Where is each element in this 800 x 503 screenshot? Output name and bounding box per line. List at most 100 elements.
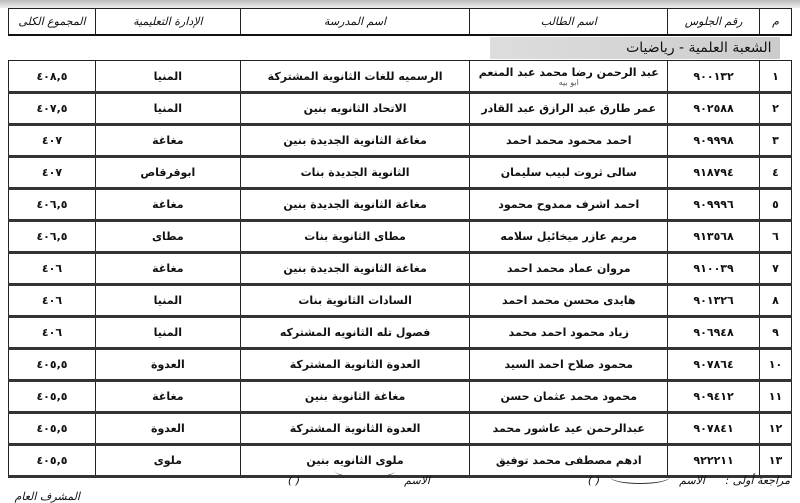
cell-m: ٦ xyxy=(759,220,792,254)
seat-text: ٩٢٢٢١١ xyxy=(693,454,734,467)
school-text: العدوة الثانوية المشتركة xyxy=(289,422,421,435)
cell-school: الثانوية الجديدة بنات xyxy=(239,156,471,190)
header-row: م رقم الجلوس اسم الطالب اسم المدرسة الإد… xyxy=(8,8,792,36)
table-row: ٣ ٩٠٩٩٩٨ احمد محمود محمد احمد مغاغة الثانوي… xyxy=(8,124,792,158)
cell-total: ٤٠٥,٥ xyxy=(8,348,96,382)
admin-text: مغاغة xyxy=(152,262,184,275)
admin-text: العدوة xyxy=(150,422,185,435)
name-text: ادهم مصطفى محمد توفيق xyxy=(495,454,642,467)
seat-text: ٩٠٧٨٦٤ xyxy=(693,358,734,371)
cell-seat: ٩٠٠١٣٢ xyxy=(667,60,761,94)
cell-school: فصول تله الثانويه المشتركه xyxy=(239,316,471,350)
cell-total: ٤٠٥,٥ xyxy=(8,444,96,478)
cell-total: ٤٠٦,٥ xyxy=(8,220,96,254)
table-row: ٥ ٩٠٩٩٩٦ احمد اشرف ممدوح محمود مغاغة الثانو… xyxy=(8,188,792,222)
cell-seat: ٩١٠٠٣٩ xyxy=(667,252,761,286)
cell-total: ٤٠٨,٥ xyxy=(8,60,96,94)
cell-m: ٧ xyxy=(759,252,792,286)
seat-text: ٩١٣٥٦٨ xyxy=(693,230,734,243)
header-seat: رقم الجلوس xyxy=(667,8,761,36)
header-name: اسم الطالب xyxy=(469,8,669,36)
cell-admin: مغاغة xyxy=(94,380,241,414)
name-line2: ابو بيه xyxy=(558,77,579,87)
cell-m: ١٢ xyxy=(759,412,792,446)
m-text: ٥ xyxy=(772,198,779,211)
total-text: ٤٠٥,٥ xyxy=(36,422,68,435)
seat-text: ٩٠٧٨٤١ xyxy=(693,422,734,435)
header-admin: الإدارة التعليمية xyxy=(94,8,241,36)
school-text: السادات الثانوية بنات xyxy=(298,294,412,307)
admin-text: مطاى xyxy=(151,230,184,243)
name-text: احمد محمود محمد احمد xyxy=(506,134,632,147)
cell-seat: ٩١٨٧٩٤ xyxy=(667,156,761,190)
m-text: ٤ xyxy=(772,166,779,179)
school-text: الاتحاد الثانويه بنين xyxy=(303,102,407,115)
cell-total: ٤٠٧ xyxy=(8,156,96,190)
cell-seat: ٩٠٩٩٩٨ xyxy=(667,124,761,158)
paren-1: ( ) xyxy=(587,474,600,487)
total-text: ٤٠٦,٥ xyxy=(36,230,68,243)
m-text: ٨ xyxy=(772,294,779,307)
cell-school: مغاغة الثانوية الجديدة بنين xyxy=(239,124,471,158)
seat-text: ٩١٨٧٩٤ xyxy=(693,166,734,179)
table-row: ١٢ ٩٠٧٨٤١ عبدالرحمن عيد عاشور محمد العدوة ا… xyxy=(8,412,792,446)
cell-admin: المنيا xyxy=(94,316,241,350)
total-text: ٤٠٦ xyxy=(41,262,63,275)
admin-text: المنيا xyxy=(153,326,183,339)
total-text: ٤٠٥,٥ xyxy=(36,454,68,467)
admin-text: المنيا xyxy=(153,69,183,83)
total-text: ٤٠٧ xyxy=(41,166,63,179)
page-top-edge xyxy=(0,0,800,8)
cell-m: ٤ xyxy=(759,156,792,190)
seat-text: ٩٠٩٩٩٨ xyxy=(693,134,734,147)
m-text: ٩ xyxy=(772,326,779,339)
school-text: فصول تله الثانويه المشتركه xyxy=(279,326,431,339)
school-text: الثانوية الجديدة بنات xyxy=(300,166,410,179)
seat-text: ٩٠٩٩٩٦ xyxy=(693,198,734,211)
cell-admin: ملوى xyxy=(94,444,241,478)
name-text: عبد الرحمن رضا محمد عبد المنعم xyxy=(478,65,659,79)
m-text: ٣ xyxy=(772,134,779,147)
admin-text: المنيا xyxy=(153,102,183,115)
cell-admin: مغاغة xyxy=(94,252,241,286)
m-text: ١١ xyxy=(768,390,783,403)
cell-name: زياد محمود احمد محمد xyxy=(469,316,669,350)
cell-total: ٤٠٦ xyxy=(8,316,96,350)
total-text: ٤٠٧,٥ xyxy=(36,102,68,115)
cell-name: محمود صلاح احمد السيد xyxy=(469,348,669,382)
header-school: اسم المدرسة xyxy=(239,8,471,36)
cell-name: سالى ثروت لبيب سليمان xyxy=(469,156,669,190)
table-row: ٢ ٩٠٢٥٨٨ عمر طارق عبد الرازق عبد القادر الا… xyxy=(8,92,792,126)
cell-m: ١٣ xyxy=(759,444,792,478)
cell-total: ٤٠٧,٥ xyxy=(8,92,96,126)
table-row: ٤ ٩١٨٧٩٤ سالى ثروت لبيب سليمان الثانوية الج… xyxy=(8,156,792,190)
cell-total: ٤٠٦ xyxy=(8,252,96,286)
admin-text: العدوة xyxy=(150,358,185,371)
cell-seat: ٩٠٧٨٦٤ xyxy=(667,348,761,382)
total-text: ٤٠٨,٥ xyxy=(36,69,68,83)
school-text: مطاى الثانوية بنات xyxy=(304,230,406,243)
cell-seat: ٩٠١٣٢٦ xyxy=(667,284,761,318)
cell-name: احمد اشرف ممدوح محمود xyxy=(469,188,669,222)
cell-admin: المنيا xyxy=(94,92,241,126)
cell-seat: ٩٠٩٩٩٦ xyxy=(667,188,761,222)
name-text: مروان عماد محمد احمد xyxy=(506,262,631,275)
cell-name: محمود محمد عثمان حسن xyxy=(469,380,669,414)
m-text: ١٠ xyxy=(768,358,783,371)
cell-school: الرسميه للغات الثانوية المشتركة xyxy=(239,60,471,94)
cell-seat: ٩١٣٥٦٨ xyxy=(667,220,761,254)
cell-m: ٢ xyxy=(759,92,792,126)
table-row: ١٣ ٩٢٢٢١١ ادهم مصطفى محمد توفيق ملوى الثانو… xyxy=(8,444,792,478)
total-text: ٤٠٦ xyxy=(41,294,63,307)
cell-school: مغاغة الثانوية بنين xyxy=(239,380,471,414)
seat-text: ٩٠٦٩٤٨ xyxy=(693,326,734,339)
name-text: سالى ثروت لبيب سليمان xyxy=(500,166,637,179)
name-label-2: الاسم xyxy=(404,474,430,487)
cell-m: ١ xyxy=(759,60,792,94)
cell-admin: مغاغة xyxy=(94,188,241,222)
cell-seat: ٩٠٢٥٨٨ xyxy=(667,92,761,126)
name-text: محمود صلاح احمد السيد xyxy=(504,358,633,371)
cell-m: ١١ xyxy=(759,380,792,414)
total-text: ٤٠٥,٥ xyxy=(36,390,68,403)
table-row: ١٠ ٩٠٧٨٦٤ محمود صلاح احمد السيد العدوة الثا… xyxy=(8,348,792,382)
